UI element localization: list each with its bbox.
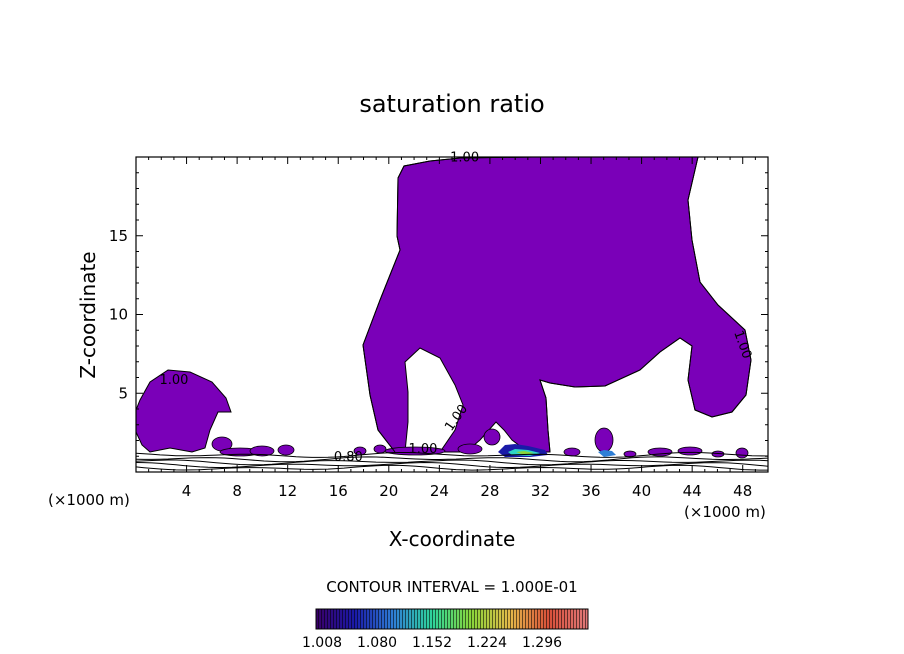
core-region-right [598,450,616,457]
colorbar-label: 1.224 [467,635,507,651]
surface-cell [677,446,703,456]
x-axis-label: X-coordinate [389,527,516,551]
contour-line [136,459,768,466]
x-tick-label: 4 [182,482,192,500]
y-tick-label: 10 [109,306,128,324]
surface-cell [594,427,614,453]
surface-cell [249,445,275,457]
x-tick-label: 32 [531,482,550,500]
contour-line [136,456,768,463]
colorbar-label: 1.008 [302,635,342,651]
contour-lines-surface [136,451,768,471]
colorbar [315,608,589,630]
surface-cell [563,447,581,457]
surface-cell [735,447,749,459]
x-unit-label-right: (×1000 m) [684,503,766,521]
core-region-peak [516,451,534,455]
x-tick-label: 24 [430,482,449,500]
contour-label: 0.80 [334,450,363,465]
contour-label: 1.00 [159,373,188,388]
x-tick-label: 16 [329,482,348,500]
contour-interval-text: CONTOUR INTERVAL = 1.000E-01 [326,578,577,596]
x-tick-label: 36 [581,482,600,500]
x-tick-label: 12 [278,482,297,500]
surface-cell [277,444,295,456]
x-tick-label: 48 [733,482,752,500]
surface-cell [457,443,483,455]
colorbar-label: 1.296 [522,635,562,651]
surface-cell [373,444,387,454]
colorbar-label: 1.080 [357,635,397,651]
x-tick-label: 8 [232,482,242,500]
surface-cell [483,428,501,446]
y-axis-label: Z-coordinate [76,251,100,378]
chart-title: saturation ratio [359,90,544,118]
y-tick-label: 15 [109,227,128,245]
contour-line [136,461,768,468]
x-unit-label-left: (×1000 m) [48,491,130,509]
x-tick-label: 44 [683,482,702,500]
saturation-region-left [136,369,232,453]
contour-line-main [362,157,752,453]
x-tick-label: 40 [632,482,651,500]
y-tick-label: 5 [118,384,128,402]
colorbar-label: 1.152 [412,635,452,651]
contour-label: 1.00 [408,442,437,457]
x-tick-label: 20 [379,482,398,500]
contour-line [136,451,768,458]
x-tick-label: 28 [480,482,499,500]
